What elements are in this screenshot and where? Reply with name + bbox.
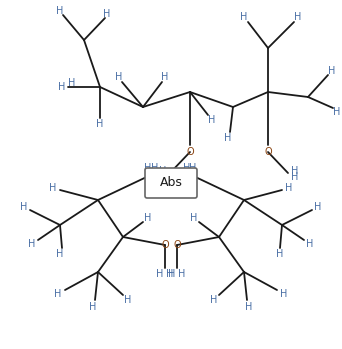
Text: H: H [96, 119, 104, 129]
Text: H: H [56, 249, 64, 259]
Text: H: H [159, 172, 167, 182]
Text: O: O [186, 147, 194, 157]
Text: O: O [161, 240, 169, 250]
Text: H: H [56, 6, 64, 16]
Text: H: H [240, 12, 248, 22]
Text: H: H [285, 183, 293, 193]
Text: H: H [144, 163, 152, 173]
Text: H: H [161, 72, 169, 82]
Text: H: H [159, 166, 167, 176]
Text: H: H [245, 302, 253, 312]
Text: H: H [68, 78, 76, 88]
Text: H: H [156, 269, 164, 279]
Text: H: H [168, 269, 176, 279]
Text: H: H [294, 12, 302, 22]
Text: H: H [151, 163, 159, 173]
Text: H: H [208, 115, 216, 125]
Text: H: H [115, 72, 123, 82]
Text: H: H [49, 183, 57, 193]
Text: H: H [276, 249, 284, 259]
Text: H: H [314, 202, 322, 212]
Text: H: H [210, 295, 218, 305]
Text: H: H [89, 302, 97, 312]
Text: H: H [190, 213, 198, 223]
Text: O: O [264, 147, 272, 157]
Text: Abs: Abs [160, 177, 182, 190]
Text: O: O [173, 240, 181, 250]
Text: H: H [280, 289, 288, 299]
Text: H: H [291, 166, 299, 176]
Text: H: H [103, 9, 111, 19]
Text: H: H [178, 269, 186, 279]
FancyBboxPatch shape [145, 168, 197, 198]
Text: H: H [28, 239, 36, 249]
Text: H: H [183, 163, 191, 173]
Text: H: H [291, 172, 299, 182]
Text: H: H [189, 163, 197, 173]
Text: H: H [58, 82, 66, 92]
Text: H: H [124, 295, 132, 305]
Text: H: H [144, 213, 152, 223]
Text: H: H [54, 289, 62, 299]
Text: H: H [328, 66, 336, 76]
Text: H: H [20, 202, 28, 212]
Text: H: H [224, 133, 232, 143]
Text: H: H [166, 269, 174, 279]
Text: H: H [306, 239, 314, 249]
Text: H: H [333, 107, 341, 117]
